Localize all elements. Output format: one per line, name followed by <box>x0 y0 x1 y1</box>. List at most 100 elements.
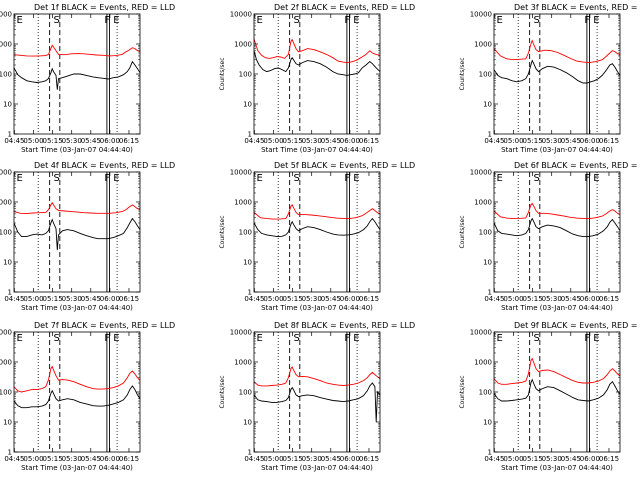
y-tick-label: 10000 <box>230 11 252 19</box>
x-tick-label: 05:00 <box>23 295 43 303</box>
y-tick-label: 100 <box>0 389 12 397</box>
event-rate-line <box>253 217 381 238</box>
y-tick-label: 100 <box>0 229 12 237</box>
x-tick-label: 06:15 <box>119 295 139 303</box>
panel-title: Det 4f BLACK = Events, RED = LLD <box>34 161 175 170</box>
marker-letter: E <box>353 333 359 344</box>
marker-letter: F <box>104 173 110 184</box>
detector-panel: Det 6f BLACK = Events, RED = LLD Counts/s… <box>459 161 640 312</box>
marker-letter: E <box>353 15 359 26</box>
marker-letter: S <box>533 333 539 344</box>
x-tick-label: 06:15 <box>599 295 619 303</box>
x-tick-label: 05:15 <box>43 295 63 303</box>
detector-panel: Det 8f BLACK = Events, RED = LLD Counts/s… <box>219 321 415 472</box>
x-tick-label: 06:00 <box>580 455 600 463</box>
x-tick-label: 06:00 <box>100 295 120 303</box>
lld-rate-line <box>13 44 141 57</box>
x-tick-label: 05:45 <box>81 455 101 463</box>
plot-frame <box>253 331 381 453</box>
y-tick-label: 1 <box>488 131 492 139</box>
x-tick-label: 05:45 <box>561 295 581 303</box>
x-tick-label: 05:15 <box>523 455 543 463</box>
event-rate-line <box>493 378 621 402</box>
panel-title: Det 7f BLACK = Events, RED = LLD <box>34 321 175 330</box>
x-tick-label: 05:00 <box>263 137 283 145</box>
x-tick-label: 05:00 <box>23 137 43 145</box>
y-tick-label: 1000 <box>474 41 492 49</box>
x-tick-label: 06:00 <box>340 455 360 463</box>
x-tick-label: 06:00 <box>340 295 360 303</box>
y-tick-label: 10 <box>483 101 492 109</box>
y-tick-label: 10 <box>3 419 12 427</box>
lld-rate-line <box>253 204 381 220</box>
y-tick-label: 1000 <box>0 359 12 367</box>
x-tick-label: 05:45 <box>81 137 101 145</box>
y-tick-label: 1000 <box>474 199 492 207</box>
event-rate-line <box>13 385 141 409</box>
y-tick-label: 100 <box>479 229 492 237</box>
marker-letter: E <box>353 173 359 184</box>
marker-letter: S <box>533 173 539 184</box>
marker-letter: F <box>584 333 590 344</box>
y-tick-label: 10000 <box>470 11 492 19</box>
x-tick-label: 05:30 <box>62 295 82 303</box>
y-axis-label: Counts/sec <box>459 375 466 408</box>
x-tick-label: 05:15 <box>283 455 303 463</box>
x-tick-label: 05:45 <box>321 455 341 463</box>
y-tick-label: 10000 <box>230 329 252 337</box>
marker-letter: E <box>497 15 503 26</box>
x-tick-label: 05:15 <box>43 137 63 145</box>
x-tick-label: 05:30 <box>542 137 562 145</box>
marker-letter: E <box>17 173 23 184</box>
y-tick-label: 1000 <box>234 199 252 207</box>
x-tick-label: 04:45 <box>244 455 264 463</box>
y-tick-label: 10 <box>483 259 492 267</box>
x-tick-label: 05:15 <box>43 455 63 463</box>
marker-letter: E <box>257 173 263 184</box>
x-tick-label: 06:00 <box>100 137 120 145</box>
x-tick-label: 05:30 <box>302 137 322 145</box>
detector-panel: Det 1f BLACK = Events, RED = LLDCounts/s… <box>0 3 175 154</box>
x-tick-label: 05:00 <box>263 455 283 463</box>
detector-panel: Det 2f BLACK = Events, RED = LLD Counts/s… <box>219 3 415 154</box>
marker-letter: E <box>17 15 23 26</box>
y-tick-label: 100 <box>239 229 252 237</box>
marker-letter: S <box>293 333 299 344</box>
x-axis-label: Start Time (03-Jan-07 04:44:40) <box>261 146 373 154</box>
y-axis-label: Counts/sec <box>459 57 466 90</box>
plot-frame <box>493 13 621 135</box>
x-axis-label: Start Time (03-Jan-07 04:44:40) <box>21 464 133 472</box>
marker-letter: F <box>104 333 110 344</box>
x-tick-label: 05:30 <box>302 295 322 303</box>
x-tick-label: 06:15 <box>119 137 139 145</box>
x-tick-label: 06:15 <box>599 137 619 145</box>
y-tick-label: 1000 <box>234 359 252 367</box>
x-tick-label: 05:45 <box>561 137 581 145</box>
panel-title: Det 6f BLACK = Events, RED = LLD <box>514 161 640 170</box>
marker-letter: F <box>584 15 590 26</box>
y-tick-label: 10000 <box>470 329 492 337</box>
y-tick-label: 1000 <box>0 199 12 207</box>
y-tick-label: 1000 <box>474 359 492 367</box>
marker-letter: S <box>293 173 299 184</box>
x-axis-label: Start Time (03-Jan-07 04:44:40) <box>21 146 133 154</box>
lld-rate-line <box>493 39 621 64</box>
detector-panel: Det 9f BLACK = Events, RED = LLD Counts/s… <box>459 321 640 472</box>
y-tick-label: 10 <box>3 259 12 267</box>
event-rate-line <box>253 50 381 76</box>
x-tick-label: 05:30 <box>302 455 322 463</box>
detector-panel: Det 5f BLACK = Events, RED = LLD Counts/s… <box>219 161 415 312</box>
panel-title: Det 8f BLACK = Events, RED = LLD <box>274 321 415 330</box>
y-tick-label: 1 <box>8 449 12 457</box>
panel-title: Det 1f BLACK = Events, RED = LLD <box>34 3 175 12</box>
x-tick-label: 04:45 <box>484 137 504 145</box>
y-axis-label: Counts/sec <box>219 215 226 248</box>
x-tick-label: 05:30 <box>542 455 562 463</box>
marker-letter: S <box>53 333 59 344</box>
x-tick-label: 04:45 <box>484 455 504 463</box>
x-tick-label: 06:15 <box>119 455 139 463</box>
event-rate-line <box>13 217 141 251</box>
x-tick-label: 04:45 <box>484 295 504 303</box>
x-tick-label: 05:30 <box>62 455 82 463</box>
event-rate-line <box>493 217 621 238</box>
